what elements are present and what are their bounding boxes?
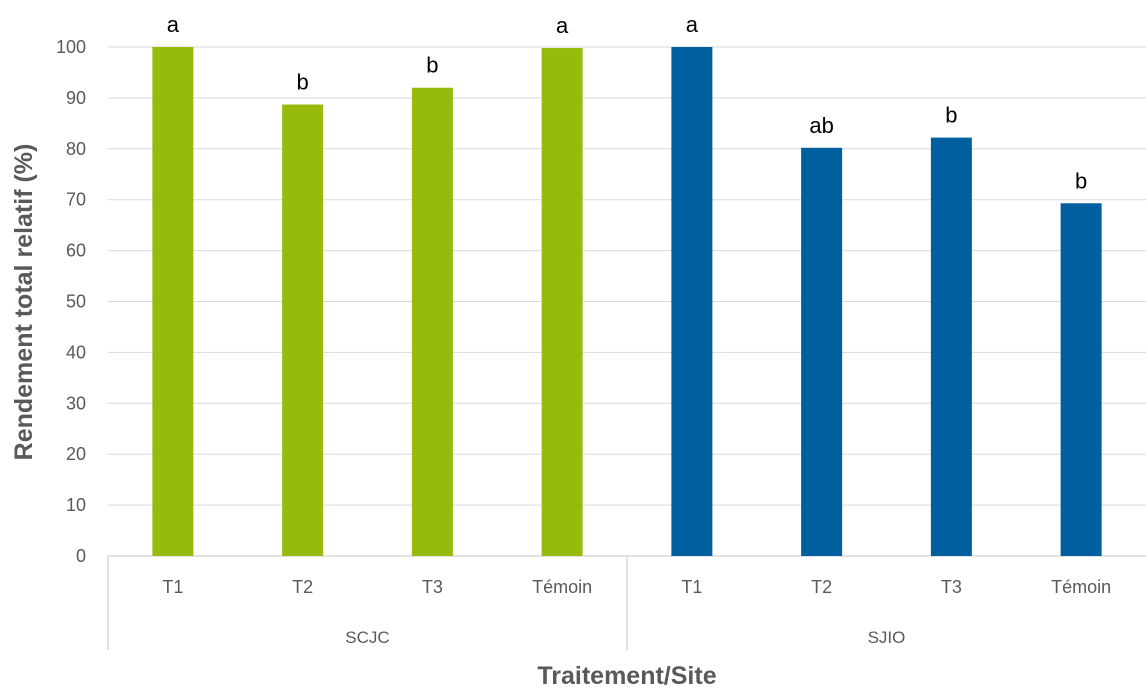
y-tick-label: 50 bbox=[66, 292, 86, 312]
y-tick-label: 90 bbox=[66, 88, 86, 108]
significance-letter: a bbox=[167, 12, 180, 37]
significance-letter: b bbox=[945, 103, 957, 128]
bars bbox=[152, 47, 1102, 557]
bar bbox=[282, 104, 324, 556]
bar bbox=[801, 147, 843, 557]
bar bbox=[671, 47, 713, 556]
gridlines bbox=[108, 46, 1146, 506]
y-axis-title: Rendement total relatif (%) bbox=[10, 144, 38, 461]
y-tick-label: 30 bbox=[66, 393, 86, 413]
x-category-label: Témoin bbox=[1051, 577, 1111, 597]
group-label: SCJC bbox=[345, 628, 389, 647]
y-tick-label: 80 bbox=[66, 139, 86, 159]
bar bbox=[541, 48, 583, 556]
x-category-label: T1 bbox=[162, 577, 183, 597]
significance-letter: a bbox=[556, 13, 569, 38]
bar bbox=[930, 137, 972, 557]
significance-letter: b bbox=[297, 70, 309, 95]
x-category-label: Témoin bbox=[532, 577, 592, 597]
x-category-label: T1 bbox=[681, 577, 702, 597]
axes: 0 10 20 30 40 50 60 70 80 90 100 T1 T2 T3 Témoin T1 T2 T3… bbox=[56, 37, 1146, 650]
x-axis-title: Traitement/Site bbox=[537, 662, 716, 690]
x-category-label: T2 bbox=[811, 577, 832, 597]
x-category-label: T3 bbox=[941, 577, 962, 597]
group-label: SJIO bbox=[868, 628, 906, 647]
y-tick-label: 0 bbox=[76, 546, 86, 566]
x-category-label: T3 bbox=[422, 577, 443, 597]
significance-letter: ab bbox=[809, 113, 833, 138]
y-tick-label: 20 bbox=[66, 444, 86, 464]
y-tick-label: 70 bbox=[66, 190, 86, 210]
bar bbox=[152, 47, 194, 556]
y-tick-label: 40 bbox=[66, 342, 86, 362]
x-category-label: T2 bbox=[292, 577, 313, 597]
bar bbox=[1060, 203, 1102, 556]
significance-letter: b bbox=[426, 53, 438, 78]
y-tick-label: 100 bbox=[56, 37, 86, 57]
y-tick-label: 60 bbox=[66, 241, 86, 261]
bar bbox=[411, 87, 453, 556]
significance-letter: b bbox=[1075, 168, 1087, 193]
significance-letter: a bbox=[686, 12, 699, 37]
y-tick-label: 10 bbox=[66, 495, 86, 515]
